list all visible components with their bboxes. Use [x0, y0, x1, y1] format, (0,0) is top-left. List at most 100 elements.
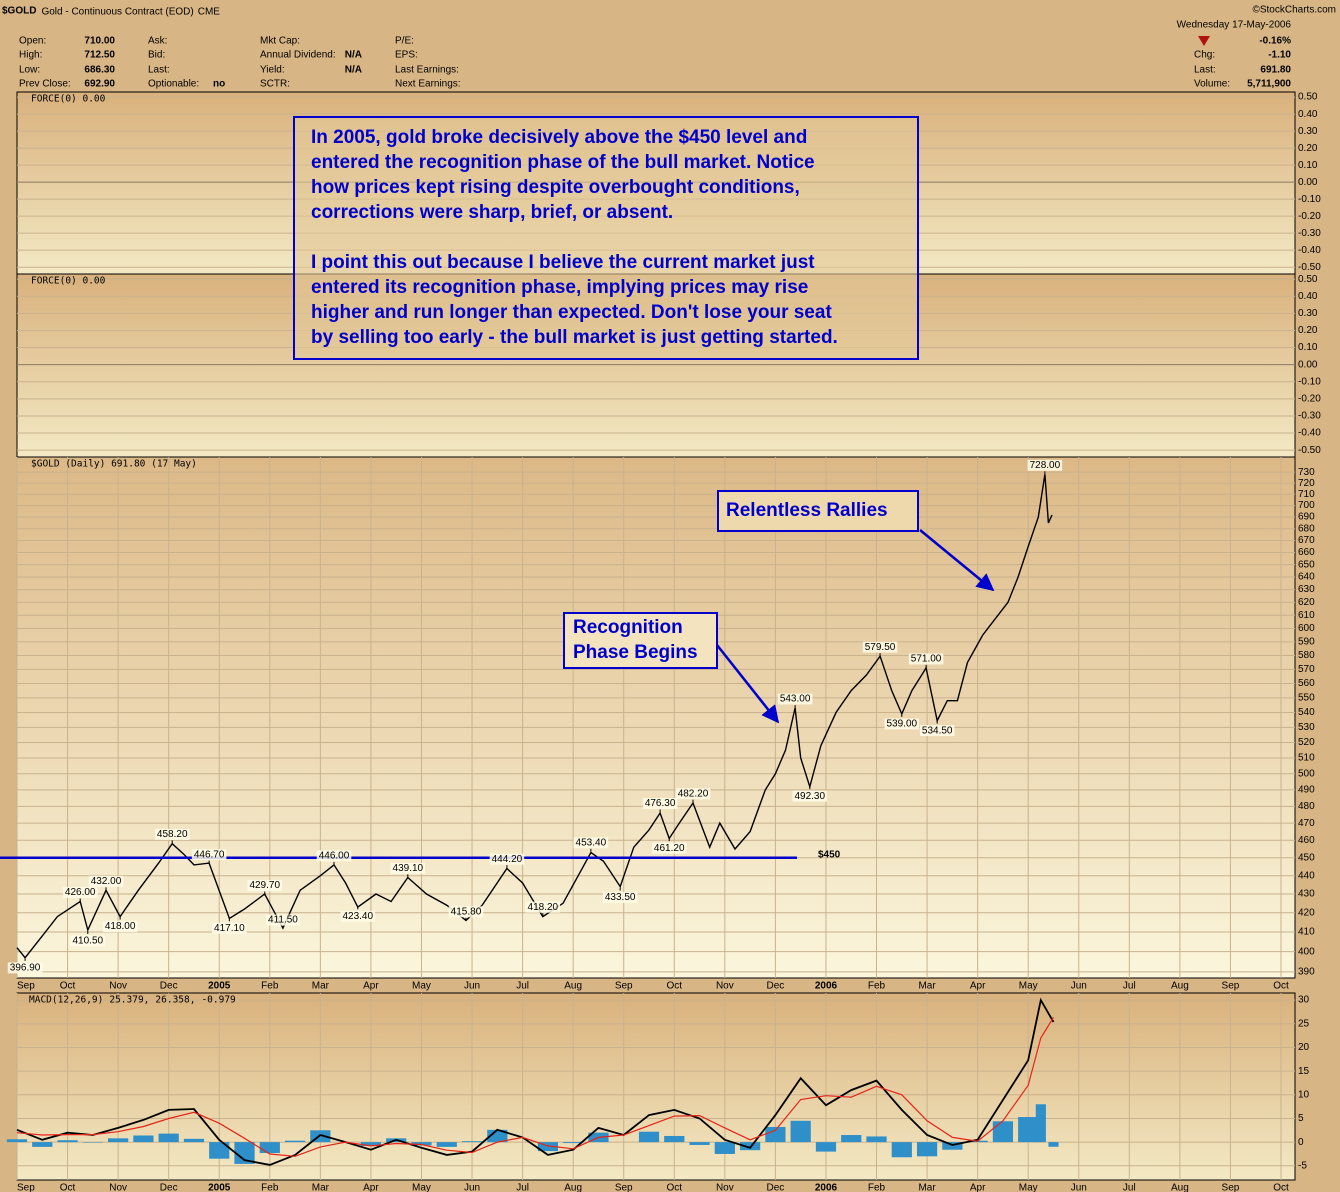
label-bg — [212, 922, 247, 934]
y-tick-label: 600 — [1298, 623, 1315, 634]
y-tick-label: 440 — [1298, 870, 1315, 881]
quote-label: EPS: — [395, 50, 418, 61]
marks: 396.90 426.00 410.50 432.00 418.00 458.20 446.… — [0, 459, 1063, 1166]
label-bg — [340, 910, 376, 922]
y-tick-label: 680 — [1298, 523, 1315, 534]
price-label: 728.00 — [1030, 460, 1061, 471]
y-tick-label: 430 — [1298, 889, 1315, 900]
histogram-bar — [689, 1142, 710, 1145]
histogram-bar — [866, 1136, 887, 1143]
y-tick-label: 460 — [1298, 835, 1315, 846]
level-label: $450 — [818, 849, 841, 860]
note-line: entered the recognition phase of the bul… — [311, 152, 815, 173]
quote-label: High: — [19, 50, 42, 61]
y-tick-label: 0.40 — [1298, 291, 1318, 302]
y-tick-label: 5 — [1298, 1113, 1304, 1124]
x-tick-label: Nov — [109, 1183, 127, 1192]
histogram-bar — [487, 1129, 508, 1143]
instrument-name: Gold - Continuous Contract (EOD) — [41, 7, 193, 18]
quote-value: -1.10 — [1268, 50, 1291, 61]
x-tick-label: Oct — [60, 981, 76, 992]
annotations: $GOLD Gold - Continuous Contract (EOD) CME… — [2, 5, 1336, 1006]
quote-label: Yield: — [260, 65, 285, 76]
histogram-bar — [310, 1130, 331, 1143]
price-label: 543.00 — [780, 694, 811, 705]
price-label: 534.50 — [922, 725, 953, 736]
note-line: how prices kept rising despite overbough… — [311, 177, 800, 198]
macd-legend: 25.379, — [109, 995, 149, 1006]
price-label: 418.00 — [105, 921, 136, 932]
macd-line — [16, 997, 1055, 1166]
x-tick-label: Sep — [17, 981, 35, 992]
y-tick-label: 420 — [1298, 907, 1315, 918]
label-bg — [266, 914, 300, 926]
quote-value: 712.50 — [84, 50, 115, 61]
y-tick-label: 0.20 — [1298, 143, 1318, 154]
x-tick-label: Feb — [868, 981, 886, 992]
x-tick-label: Feb — [261, 981, 279, 992]
histogram-bar — [1018, 1117, 1039, 1143]
histogram-bar — [158, 1133, 179, 1143]
price-label: 410.50 — [72, 936, 103, 947]
panel-title: FORCE(0) 0.00 — [31, 276, 106, 287]
histogram-bar — [537, 1142, 558, 1152]
down-triangle — [1198, 36, 1210, 46]
x-tick-label: Dec — [160, 1183, 178, 1192]
y-tick-label: 530 — [1298, 722, 1315, 733]
histogram-bar — [284, 1140, 306, 1143]
quote-value: 5,711,900 — [1247, 79, 1291, 90]
histogram-bar — [234, 1142, 255, 1164]
macd-legend: 26.358, — [155, 995, 195, 1006]
price-label: 426.00 — [65, 887, 96, 898]
x-tick-label: Aug — [1171, 981, 1189, 992]
y-tick-label: -0.20 — [1298, 211, 1321, 222]
quote-label: Mkt Cap: — [260, 36, 300, 47]
label-bg — [390, 862, 426, 874]
x-tick-label: Nov — [716, 981, 734, 992]
y-tick-label: 480 — [1298, 801, 1315, 812]
price-label: 423.40 — [342, 911, 373, 922]
y-tick-label: 540 — [1298, 707, 1315, 718]
y-tick-label: 410 — [1298, 927, 1315, 938]
label-bg — [1027, 459, 1063, 471]
macd-legend: -0.979 — [201, 995, 236, 1006]
label-bg — [62, 886, 98, 898]
quote-label: Annual Dividend: — [260, 50, 336, 61]
y-tick-label: 0.50 — [1298, 92, 1318, 103]
quote-value: N/A — [345, 65, 362, 76]
price-line — [16, 474, 1053, 959]
histogram-bar — [916, 1142, 938, 1157]
label-bg — [675, 788, 711, 800]
histogram-bar — [1035, 1104, 1046, 1143]
label-bg — [919, 725, 955, 737]
price-label: 571.00 — [911, 654, 942, 665]
y-tick-label: 0.20 — [1298, 325, 1318, 336]
price-label: 461.20 — [654, 843, 685, 854]
y-tick-label: 450 — [1298, 852, 1315, 863]
quote-value: 686.30 — [84, 65, 115, 76]
histogram-bar — [765, 1126, 786, 1143]
x-tick-label: Jun — [464, 981, 480, 992]
x-tick-label: Mar — [918, 981, 936, 992]
macd-legend: MACD(12,26,9) — [29, 995, 103, 1006]
change-pct: -0.16% — [1259, 36, 1291, 47]
y-tick-label: 15 — [1298, 1066, 1310, 1077]
y-tick-label: -0.20 — [1298, 393, 1321, 404]
x-tick-label: May — [412, 1183, 431, 1192]
note-line: corrections were sharp, brief, or absent… — [311, 202, 673, 223]
quote-value: 710.00 — [84, 36, 115, 47]
panel-title: FORCE(0) 0.00 — [31, 94, 106, 105]
quote-label: Bid: — [148, 50, 165, 61]
x-tick-label: 2005 — [208, 981, 231, 992]
y-tick-label: 550 — [1298, 692, 1315, 703]
note-line: higher and run longer than expected. Don… — [311, 302, 832, 323]
label-bg — [316, 850, 352, 862]
x-tick-label: 2006 — [815, 981, 838, 992]
label-bg — [862, 641, 898, 653]
histogram-bar — [740, 1142, 761, 1151]
note-line: In 2005, gold broke decisively above the… — [311, 127, 807, 148]
price-label: 453.40 — [576, 837, 607, 848]
y-tick-label: 630 — [1298, 584, 1315, 595]
y-tick-label: 590 — [1298, 637, 1315, 648]
y-tick-label: 640 — [1298, 572, 1315, 583]
